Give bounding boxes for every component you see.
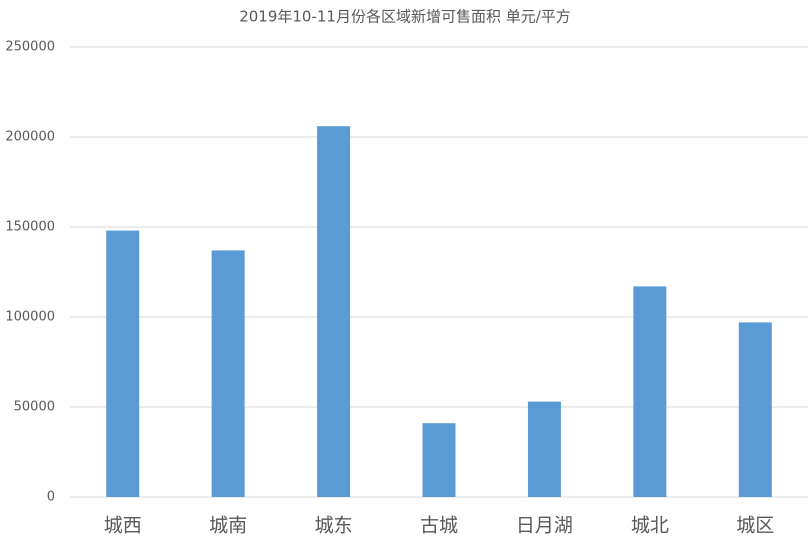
x-tick-label: 城南 <box>209 515 247 537</box>
bar <box>211 250 245 497</box>
bar <box>422 423 456 497</box>
x-tick-label: 城东 <box>315 515 353 537</box>
y-tick-label: 200000 <box>5 130 55 145</box>
chart-title: 2019年10-11月份各区域新增可售面积 单元/平方 <box>239 8 571 26</box>
y-tick-label: 250000 <box>5 40 55 55</box>
bar <box>317 126 351 497</box>
y-tick-label: 100000 <box>5 310 55 325</box>
x-tick-label: 城北 <box>631 515 669 537</box>
x-tick-label: 城西 <box>104 515 142 537</box>
y-tick-label: 0 <box>47 490 55 505</box>
y-tick-label: 50000 <box>14 400 55 415</box>
bar <box>633 286 667 497</box>
bar <box>527 401 561 497</box>
bar <box>106 230 140 497</box>
bar <box>738 322 772 497</box>
y-tick-label: 150000 <box>5 220 55 235</box>
x-tick-label: 古城 <box>420 515 458 537</box>
x-tick-label: 日月湖 <box>516 515 573 537</box>
x-tick-label: 城区 <box>736 515 774 537</box>
